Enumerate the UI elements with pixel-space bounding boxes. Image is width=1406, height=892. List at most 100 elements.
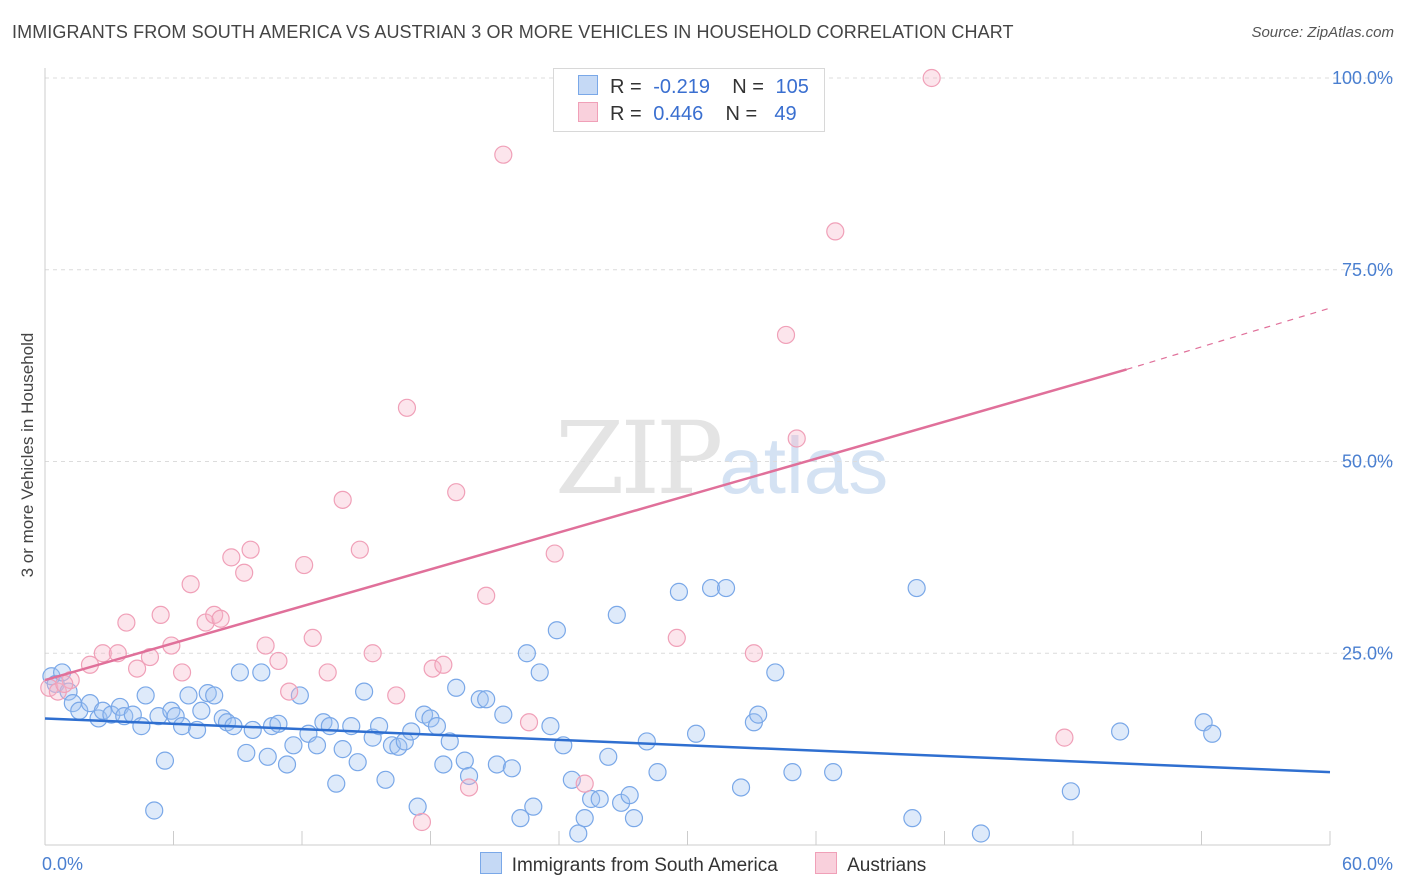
x-tick-label-start: 0.0% <box>42 854 83 874</box>
point-south-america <box>440 732 459 751</box>
point-austrians <box>350 540 369 559</box>
point-austrians <box>519 713 539 732</box>
point-south-america <box>783 763 802 782</box>
point-south-america <box>132 717 151 736</box>
point-south-america <box>569 824 588 843</box>
point-south-america <box>172 717 192 736</box>
point-south-america <box>307 736 327 755</box>
point-south-america <box>243 720 262 740</box>
point-south-america <box>155 751 175 770</box>
chart-title: IMMIGRANTS FROM SOUTH AMERICA VS AUSTRIA… <box>12 22 1014 42</box>
point-south-america <box>327 774 346 793</box>
point-south-america <box>93 701 112 720</box>
point-austrians <box>151 605 170 625</box>
point-south-america <box>547 621 566 640</box>
point-south-america <box>408 797 427 816</box>
legend-item-austrians: Austrians <box>815 852 926 877</box>
point-austrians <box>222 548 241 567</box>
point-austrians <box>776 325 796 345</box>
point-austrians <box>241 540 260 559</box>
point-south-america <box>402 722 421 741</box>
point-south-america <box>258 747 277 766</box>
legend-r-value: -0.219 <box>653 76 710 98</box>
legend-r-value: 0.446 <box>653 103 704 125</box>
point-south-america <box>607 605 626 625</box>
point-south-america <box>530 663 549 682</box>
point-austrians <box>93 644 112 663</box>
point-austrians <box>333 490 352 509</box>
point-austrians <box>459 778 479 797</box>
point-south-america <box>320 717 339 736</box>
point-south-america <box>355 682 374 701</box>
point-south-america <box>237 743 256 763</box>
series-austrians-points <box>40 68 1074 832</box>
point-south-america <box>524 797 543 816</box>
legend-item-south-america: Immigrants from South America <box>479 852 778 877</box>
point-south-america <box>269 714 288 733</box>
point-south-america <box>620 786 639 805</box>
point-austrians <box>744 644 763 663</box>
x-tick-label-end: 60.0% <box>1342 854 1393 874</box>
point-south-america <box>624 809 644 828</box>
trend-line-south-america <box>44 717 1331 774</box>
point-austrians <box>140 647 160 667</box>
point-south-america <box>637 732 656 751</box>
point-austrians <box>363 644 382 663</box>
trend-lines <box>44 307 1331 774</box>
point-south-america <box>1061 782 1080 801</box>
point-south-america <box>1203 724 1222 743</box>
y-tick-label: 50.0% <box>1342 452 1393 472</box>
point-south-america <box>903 809 922 828</box>
y-tick-label: 75.0% <box>1342 260 1393 280</box>
point-south-america <box>477 690 496 709</box>
point-austrians <box>922 68 941 88</box>
legend-swatch-pink <box>815 852 838 874</box>
legend-swatch-blue <box>578 75 598 95</box>
trend-line-austrians <box>44 368 1127 682</box>
watermark-atlas: atlas <box>719 421 889 510</box>
point-south-america <box>470 690 489 709</box>
point-austrians <box>787 429 806 448</box>
point-south-america <box>487 755 506 774</box>
point-south-america <box>686 724 706 743</box>
point-south-america <box>907 578 926 598</box>
legend-swatch-pink <box>578 102 598 122</box>
watermark-zip: ZIP <box>555 400 723 517</box>
point-south-america <box>502 759 521 778</box>
legend-r-label: R = <box>610 76 642 98</box>
point-austrians <box>235 563 254 582</box>
point-south-america <box>766 663 785 682</box>
point-south-america <box>434 755 453 774</box>
point-austrians <box>127 659 147 678</box>
point-austrians <box>423 659 442 678</box>
legend-n-label: N = <box>732 76 764 98</box>
point-south-america <box>517 644 536 663</box>
y-tick-label: 25.0% <box>1342 643 1393 663</box>
point-south-america <box>447 678 466 697</box>
point-south-america <box>230 663 249 682</box>
point-south-america <box>494 705 513 724</box>
legend-n-value: 49 <box>774 103 797 125</box>
point-south-america <box>192 701 211 720</box>
point-austrians <box>667 628 686 648</box>
legend-row-austrians: R = 0.446 N = 49 <box>578 102 797 128</box>
point-south-america <box>731 778 751 797</box>
point-south-america <box>575 809 594 828</box>
point-south-america <box>716 578 736 598</box>
legend-r-label: R = <box>610 103 642 125</box>
point-austrians <box>280 682 299 701</box>
point-austrians <box>181 575 200 594</box>
legend-row-south-america: R = -0.219 N = 105 <box>578 75 809 101</box>
point-south-america <box>669 582 689 601</box>
legend-label-south-america: Immigrants from South America <box>511 855 778 876</box>
point-austrians <box>256 636 275 655</box>
point-austrians <box>295 555 314 575</box>
point-austrians <box>269 651 288 671</box>
correlation-legend: R = -0.219 N = 105 R = 0.446 N = 49 <box>553 68 825 132</box>
point-austrians <box>1055 728 1074 747</box>
point-austrians <box>494 145 513 164</box>
legend-label-austrians: Austrians <box>847 855 927 876</box>
point-south-america <box>290 686 309 705</box>
point-austrians <box>211 609 230 628</box>
series-legend: Immigrants from South America Austrians <box>0 852 1406 877</box>
